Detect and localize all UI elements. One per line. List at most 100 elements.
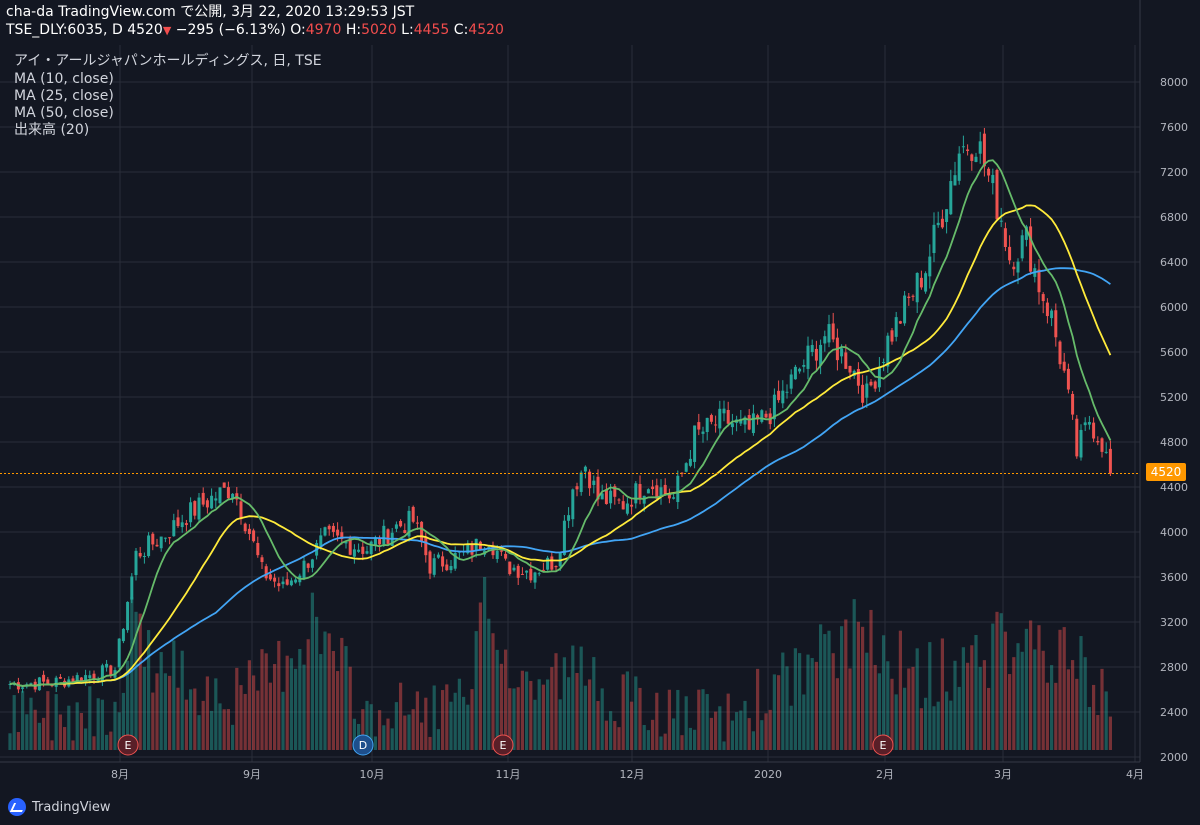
volume-bar bbox=[873, 664, 877, 750]
candle-body bbox=[600, 493, 604, 500]
volume-bar bbox=[71, 740, 75, 750]
candle-body bbox=[96, 680, 100, 682]
tradingview-logo-icon bbox=[8, 798, 26, 816]
volume-bar bbox=[411, 709, 415, 750]
volume-bar bbox=[130, 597, 134, 750]
volume-bar bbox=[1041, 650, 1045, 750]
volume-bar bbox=[247, 660, 251, 750]
volume-bar bbox=[735, 712, 739, 750]
chart-grid bbox=[0, 45, 1140, 762]
event-marker bbox=[872, 734, 894, 756]
volume-bar bbox=[579, 646, 583, 750]
candle-body bbox=[911, 295, 915, 297]
volume-bar bbox=[625, 671, 629, 750]
volume-bar bbox=[1024, 628, 1028, 750]
volume-bar bbox=[42, 717, 46, 750]
volume-bar bbox=[936, 701, 940, 750]
volume-bar bbox=[1100, 668, 1104, 750]
candle-body bbox=[512, 567, 516, 571]
volume-bar bbox=[84, 728, 88, 750]
candle-body bbox=[1058, 341, 1062, 365]
volume-bar bbox=[407, 714, 411, 750]
legend-ma25[interactable]: MA (25, close) bbox=[14, 88, 114, 104]
volume-bar bbox=[1104, 691, 1108, 750]
candle-body bbox=[1108, 448, 1112, 474]
candle-body bbox=[562, 520, 566, 555]
candle-body bbox=[991, 174, 995, 184]
candle-body bbox=[705, 417, 709, 433]
volume-bar bbox=[764, 713, 768, 750]
candle-body bbox=[1020, 235, 1024, 259]
volume-bar bbox=[781, 652, 785, 750]
volume-bar bbox=[58, 714, 62, 750]
candle-body bbox=[936, 222, 940, 226]
candle-body bbox=[361, 546, 365, 554]
price-tick-label: 6400 bbox=[1160, 256, 1188, 269]
volume-bar bbox=[155, 673, 159, 750]
brand[interactable]: TradingView bbox=[8, 797, 111, 817]
candle-body bbox=[823, 336, 827, 344]
event-label: E bbox=[500, 739, 507, 752]
volume-bar bbox=[428, 736, 432, 750]
candle-body bbox=[533, 572, 537, 583]
legend-ma10[interactable]: MA (10, close) bbox=[14, 71, 114, 87]
candle-body bbox=[382, 525, 386, 545]
legend-ma50[interactable]: MA (50, close) bbox=[14, 105, 114, 121]
volume-bar bbox=[554, 653, 558, 750]
candle-body bbox=[54, 677, 58, 687]
volume-bar bbox=[79, 713, 83, 750]
volume-bar bbox=[113, 701, 117, 750]
candle-body bbox=[357, 549, 361, 552]
candle-body bbox=[970, 154, 974, 161]
volume-bar bbox=[285, 655, 289, 750]
volume-bar bbox=[718, 706, 722, 750]
candle-body bbox=[197, 497, 201, 520]
volume-bar bbox=[663, 733, 667, 750]
candle-body bbox=[1066, 368, 1070, 390]
legend-volume[interactable]: 出来高 (20) bbox=[14, 122, 90, 138]
candle-body bbox=[919, 277, 923, 288]
volume-bar bbox=[840, 626, 844, 750]
candle-body bbox=[894, 317, 898, 337]
candle-body bbox=[478, 541, 482, 551]
volume-bar bbox=[117, 712, 121, 750]
candle-body bbox=[516, 565, 520, 578]
volume-bar bbox=[617, 727, 621, 750]
ohlc-line: TSE_DLY:6035, D 4520▼ −295 (−6.13%) O:49… bbox=[6, 22, 504, 39]
volume-bar bbox=[957, 686, 961, 750]
legend-title[interactable]: アイ・アールジャパンホールディングス, 日, TSE bbox=[14, 53, 322, 69]
volume-bar bbox=[533, 699, 537, 750]
candle-body bbox=[243, 523, 247, 532]
volume-bar bbox=[302, 664, 306, 750]
volume-bar bbox=[882, 635, 886, 750]
price-tick-label: 8000 bbox=[1160, 76, 1188, 89]
volume-bar bbox=[583, 685, 587, 750]
volume-bar bbox=[600, 688, 604, 750]
volume-bar bbox=[365, 700, 369, 750]
volume-bar bbox=[67, 705, 71, 750]
candle-body bbox=[508, 561, 512, 575]
volume-bar bbox=[222, 709, 226, 750]
volume-bar bbox=[827, 630, 831, 750]
volume-bar bbox=[819, 624, 823, 750]
time-tick-label: 2月 bbox=[876, 768, 894, 781]
volume-bar bbox=[915, 648, 919, 750]
candle-body bbox=[323, 527, 327, 536]
volume-bar bbox=[319, 654, 323, 750]
volume-bar bbox=[16, 732, 20, 750]
volume-bar bbox=[415, 691, 419, 750]
volume-bar bbox=[231, 724, 235, 750]
candle-body bbox=[231, 493, 235, 499]
candle-body bbox=[873, 381, 877, 389]
candle-body bbox=[294, 579, 298, 583]
volume-bar bbox=[760, 720, 764, 750]
volume-bar bbox=[722, 741, 726, 750]
event-label: E bbox=[880, 739, 887, 752]
candle-body bbox=[189, 502, 193, 523]
volume-bar bbox=[714, 711, 718, 750]
candle-body bbox=[932, 224, 936, 254]
volume-bar bbox=[310, 592, 314, 750]
candle-body bbox=[882, 361, 886, 363]
candle-body bbox=[1075, 418, 1079, 457]
